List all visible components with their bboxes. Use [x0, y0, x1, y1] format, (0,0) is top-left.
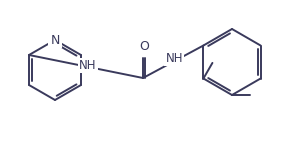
- Text: NH: NH: [166, 52, 183, 65]
- Text: N: N: [50, 33, 60, 46]
- Text: NH: NH: [79, 59, 97, 72]
- Text: O: O: [139, 40, 149, 53]
